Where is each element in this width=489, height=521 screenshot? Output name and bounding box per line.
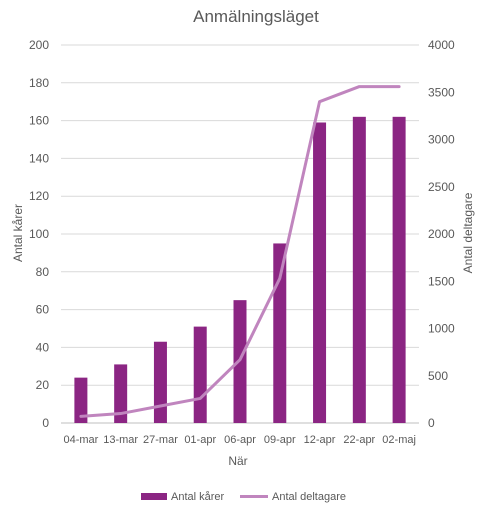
bar [392,116,406,423]
left-tick-label: 120 [29,189,49,203]
bar [352,116,366,423]
x-tick-label: 22-apr [343,434,375,446]
right-tick-label: 500 [428,369,448,383]
bar-series [74,116,406,424]
left-axis-ticks: 0 20 40 60 80 100 120 140 160 180 200 [29,38,49,430]
legend-swatch-bars [141,493,167,500]
left-tick-label: 100 [29,227,49,241]
legend-label-line: Antal deltagare [272,491,346,503]
x-tick-label: 09-apr [264,434,296,446]
bar [114,364,128,423]
bar [313,122,327,424]
x-tick-label: 13-mar [103,434,138,446]
line-series [79,85,401,418]
x-tick-label: 27-mar [143,434,178,446]
line-path [79,85,401,418]
left-tick-label: 200 [29,38,49,52]
left-tick-label: 60 [36,303,50,317]
x-tick-label: 12-apr [304,434,336,446]
left-tick-label: 20 [36,378,50,392]
left-tick-label: 80 [36,265,50,279]
x-tick-label: 02-maj [382,434,416,446]
bar [74,377,88,423]
left-tick-label: 40 [36,340,50,354]
bar [193,326,207,423]
x-axis-ticks: 04-mar 13-mar 27-mar 01-apr 06-apr 09-apr 12-a… [63,434,415,446]
right-axis-ticks: 0 500 1000 1500 2000 2500 3000 3500 4000 [428,38,455,430]
x-axis-title: När [228,454,247,468]
legend-label-bars: Antal kårer [171,491,225,503]
left-tick-label: 160 [29,114,49,128]
right-axis-title: Antal deltagare [461,192,475,273]
left-tick-label: 140 [29,151,49,165]
bar [273,243,287,423]
chart-title: Anmälningsläget [193,7,319,26]
right-tick-label: 2000 [428,227,455,241]
right-tick-label: 0 [428,416,435,430]
x-tick-label: 06-apr [224,434,256,446]
left-tick-label: 180 [29,76,49,90]
right-tick-label: 3500 [428,85,455,99]
right-tick-label: 4000 [428,38,455,52]
left-tick-label: 0 [42,416,49,430]
right-tick-label: 1500 [428,274,455,288]
x-tick-label: 01-apr [184,434,216,446]
left-axis-title: Antal kårer [11,204,25,262]
right-tick-label: 2500 [428,180,455,194]
right-tick-label: 1000 [428,322,455,336]
right-tick-label: 3000 [428,133,455,147]
legend: Antal kårer Antal deltagare [141,491,346,503]
bar [153,341,167,423]
x-tick-label: 04-mar [63,434,98,446]
